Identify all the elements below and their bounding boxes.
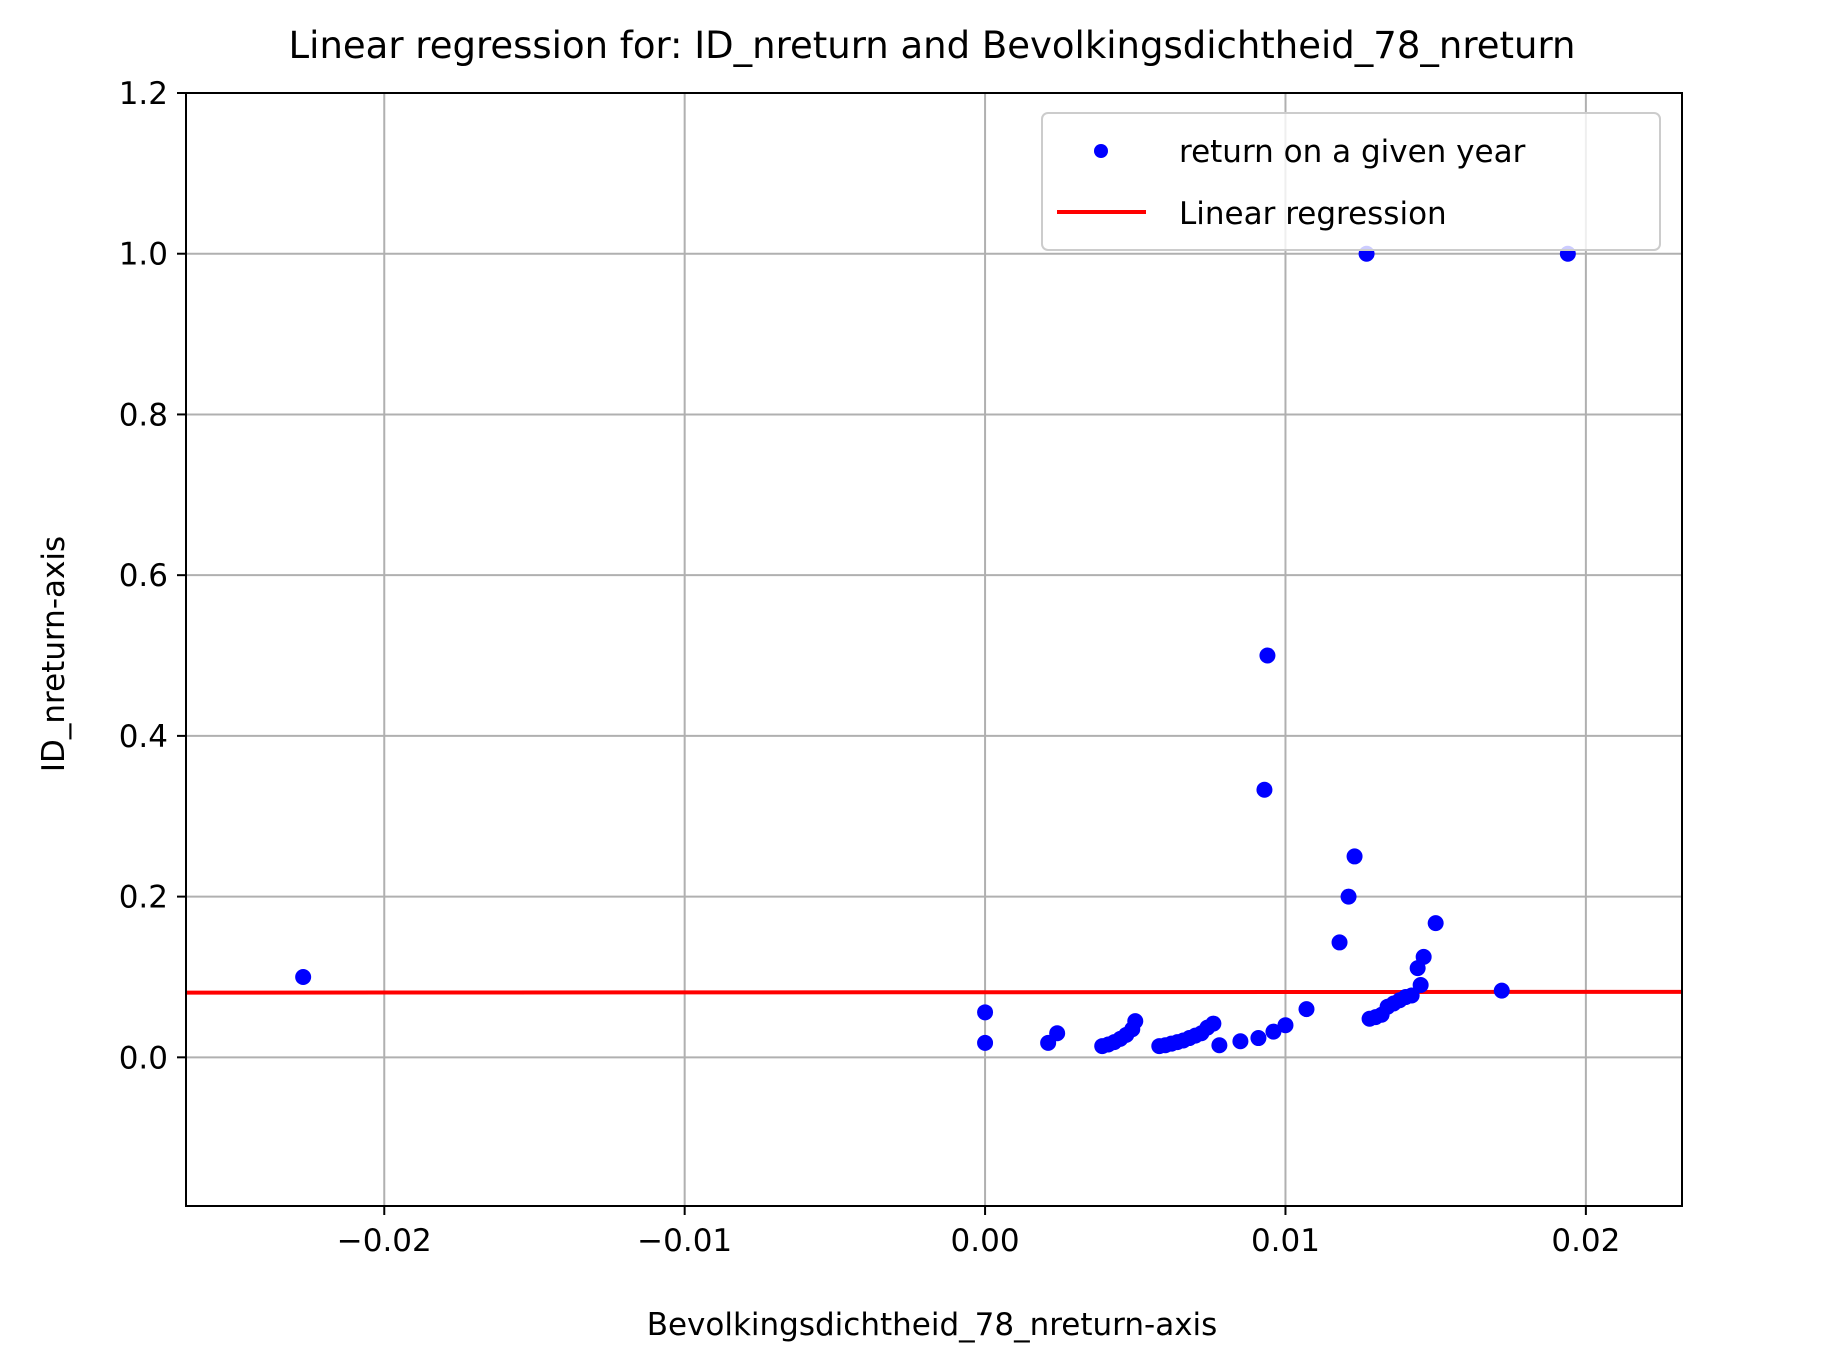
scatter-point bbox=[1250, 1030, 1267, 1047]
scatter-point bbox=[1259, 647, 1276, 664]
regression-layer bbox=[185, 989, 1683, 995]
scatter-point bbox=[1346, 848, 1363, 865]
x-tick-label: −0.01 bbox=[637, 1223, 732, 1259]
plot-frame bbox=[185, 92, 1683, 1207]
scatter-point bbox=[1277, 1017, 1294, 1034]
legend-label-scatter: return on a given year bbox=[1179, 134, 1526, 170]
x-tick-label: 0.01 bbox=[1251, 1223, 1320, 1259]
x-axis-label: Bevolkingsdichtheid_78_nreturn-axis bbox=[647, 1307, 1218, 1343]
y-tick-label: 0.2 bbox=[119, 880, 168, 916]
x-tick-label: 0.02 bbox=[1551, 1223, 1620, 1259]
scatter-point bbox=[1211, 1037, 1228, 1054]
scatter-point bbox=[1415, 948, 1432, 965]
legend-scatter-marker bbox=[1094, 144, 1108, 158]
scatter-point bbox=[1232, 1033, 1249, 1050]
scatter-point bbox=[1127, 1013, 1144, 1030]
scatter-point bbox=[977, 1004, 994, 1021]
y-tick-label: 0.6 bbox=[119, 558, 168, 594]
scatter-point bbox=[1265, 1023, 1282, 1040]
scatter-layer bbox=[295, 245, 1576, 1055]
legend-box bbox=[1041, 112, 1661, 251]
scatter-point bbox=[1493, 982, 1510, 999]
y-tick-label: 1.2 bbox=[119, 76, 168, 112]
legend: return on a given year Linear regression bbox=[1041, 112, 1661, 251]
scatter-point bbox=[1298, 1001, 1315, 1018]
scatter-point bbox=[1403, 987, 1420, 1004]
x-tick-label: −0.02 bbox=[337, 1223, 432, 1259]
scatter-point bbox=[1049, 1025, 1066, 1042]
scatter-point bbox=[1412, 977, 1429, 994]
scatter-point bbox=[295, 968, 312, 985]
grid bbox=[186, 92, 1682, 1206]
legend-label-line: Linear regression bbox=[1179, 196, 1447, 232]
y-axis-label: ID_nreturn-axis bbox=[36, 536, 72, 772]
y-tick-label: 0.0 bbox=[119, 1040, 168, 1076]
scatter-point bbox=[1205, 1015, 1222, 1032]
y-tick-label: 0.4 bbox=[119, 719, 168, 755]
y-tick-label: 0.8 bbox=[119, 397, 168, 433]
scatter-point bbox=[1256, 781, 1273, 798]
axis-ticks: −0.02 −0.01 0.00 0.01 0.02 0.0 0.2 0.4 0.6 0.8 1.0… bbox=[119, 76, 1621, 1259]
scatter-point bbox=[1331, 934, 1348, 951]
y-tick-label: 1.0 bbox=[119, 237, 168, 273]
regression-line bbox=[185, 989, 1683, 995]
x-tick-label: 0.00 bbox=[951, 1223, 1020, 1259]
chart-title: Linear regression for: ID_nreturn and Be… bbox=[289, 24, 1576, 67]
scatter-point bbox=[1340, 888, 1357, 905]
scatter-point bbox=[977, 1034, 994, 1051]
scatter-point bbox=[1427, 915, 1444, 932]
